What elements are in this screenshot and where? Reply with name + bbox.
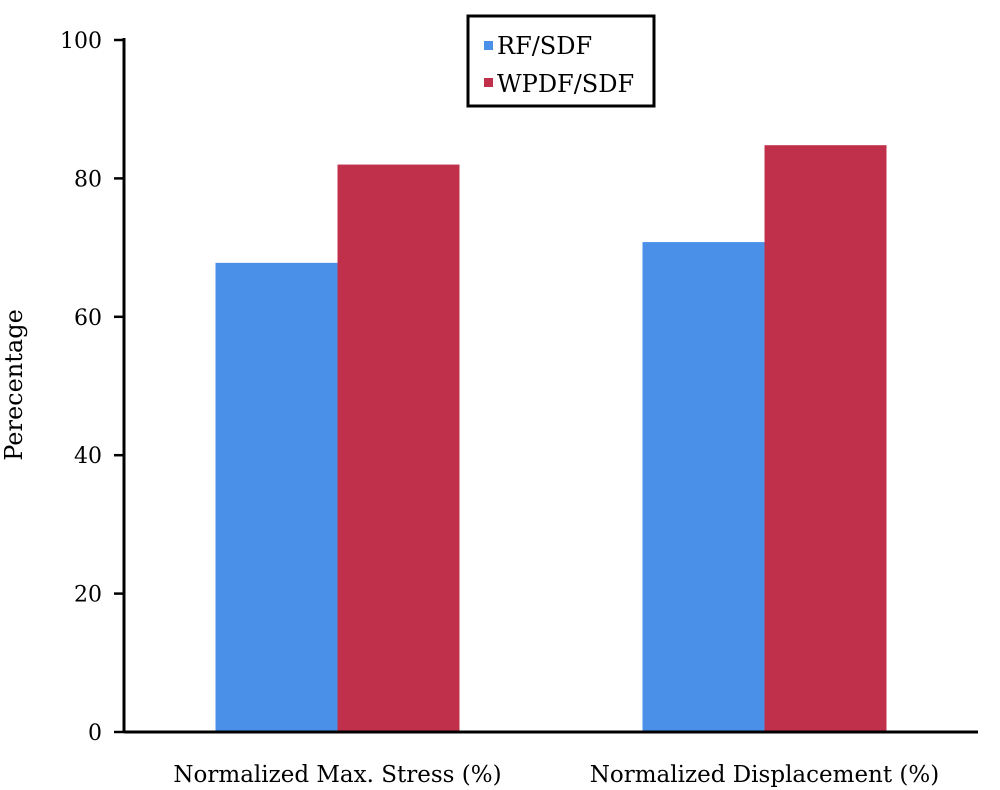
x-axis-categories: Normalized Max. Stress (%) Normalized Dis… bbox=[173, 762, 939, 788]
legend-label-rf-sdf: RF/SDF bbox=[497, 32, 592, 60]
bar-rf-sdf-normalized-displacement bbox=[642, 242, 765, 732]
y-axis-label: Perecentage bbox=[0, 309, 28, 461]
y-tick-label: 0 bbox=[88, 721, 102, 746]
y-axis-ticks: 0 20 40 60 80 100 bbox=[60, 29, 124, 746]
legend-box bbox=[466, 14, 656, 108]
legend-swatch-rf-sdf bbox=[484, 41, 493, 50]
y-tick-label: 60 bbox=[74, 306, 102, 331]
x-category-label: Normalized Max. Stress (%) bbox=[173, 762, 501, 788]
y-tick-label: 80 bbox=[74, 167, 102, 192]
bars-layer bbox=[215, 145, 887, 732]
legend-swatch-wpdf-sdf bbox=[484, 78, 493, 87]
y-tick-label: 20 bbox=[74, 583, 102, 608]
legend-label-wpdf-sdf: WPDF/SDF bbox=[497, 70, 634, 98]
y-tick-label: 100 bbox=[60, 29, 102, 54]
bar-rf-sdf-normalized-max-stress bbox=[215, 262, 338, 732]
legend: RF/SDF WPDF/SDF bbox=[466, 14, 656, 108]
x-category-label: Normalized Displacement (%) bbox=[590, 762, 939, 788]
y-tick-label: 40 bbox=[74, 444, 102, 469]
bar-wpdf-sdf-normalized-displacement bbox=[764, 145, 887, 732]
bar-wpdf-sdf-normalized-max-stress bbox=[337, 164, 460, 732]
